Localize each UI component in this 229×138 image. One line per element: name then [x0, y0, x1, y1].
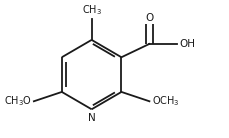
Text: N: N [87, 113, 95, 123]
Text: O: O [145, 13, 153, 22]
Text: CH$_3$O: CH$_3$O [4, 94, 32, 108]
Text: OCH$_3$: OCH$_3$ [151, 94, 178, 108]
Text: OH: OH [179, 39, 195, 49]
Text: CH$_3$: CH$_3$ [81, 3, 101, 17]
